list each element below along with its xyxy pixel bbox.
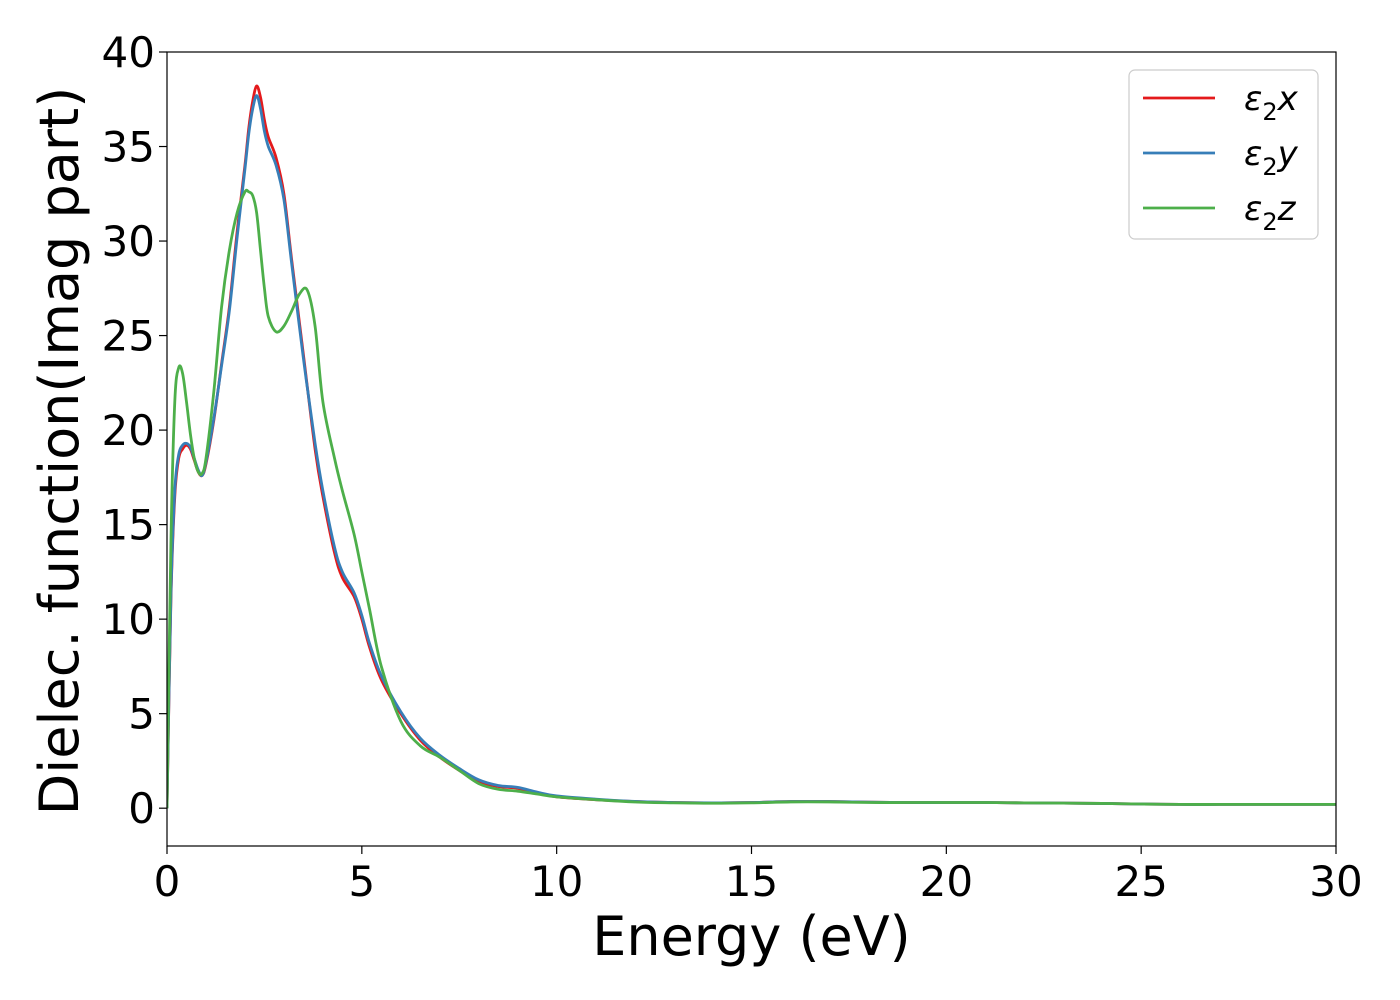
legend-label-z: ε2z: [1244, 189, 1297, 236]
x-tick-label: 20: [920, 857, 973, 906]
x-tick-label: 5: [348, 857, 375, 906]
y-axis-label: Dielec. function(Imag part): [28, 87, 91, 816]
x-tick-label: 0: [154, 857, 181, 906]
x-tick-label: 10: [530, 857, 583, 906]
legend-box: [1128, 69, 1319, 240]
series-line-z: [167, 188, 1336, 809]
legend: ε2x ε2y ε2z: [1128, 69, 1319, 240]
y-tick-label: 35: [102, 123, 155, 172]
y-tick-label: 25: [102, 312, 155, 361]
y-tick-label: 30: [102, 217, 155, 266]
x-tick-label: 25: [1114, 857, 1167, 906]
x-tick-label: 30: [1309, 857, 1362, 906]
y-tick-label: 20: [102, 406, 155, 455]
x-axis: 0 5 10 15 20 25 30: [154, 846, 1363, 906]
legend-label-y: ε2y: [1244, 134, 1299, 181]
x-axis-label: Energy (eV): [592, 905, 911, 968]
legend-label-x: ε2x: [1244, 79, 1299, 126]
y-tick-label: 15: [102, 501, 155, 550]
series-layer: [167, 84, 1336, 809]
y-axis: 0 5 10 15 20 25 30 35 40: [102, 28, 167, 833]
y-tick-label: 10: [102, 595, 155, 644]
y-tick-label: 40: [102, 28, 155, 77]
y-tick-label: 5: [128, 690, 155, 739]
y-tick-label: 0: [128, 784, 155, 833]
x-tick-label: 15: [725, 857, 778, 906]
